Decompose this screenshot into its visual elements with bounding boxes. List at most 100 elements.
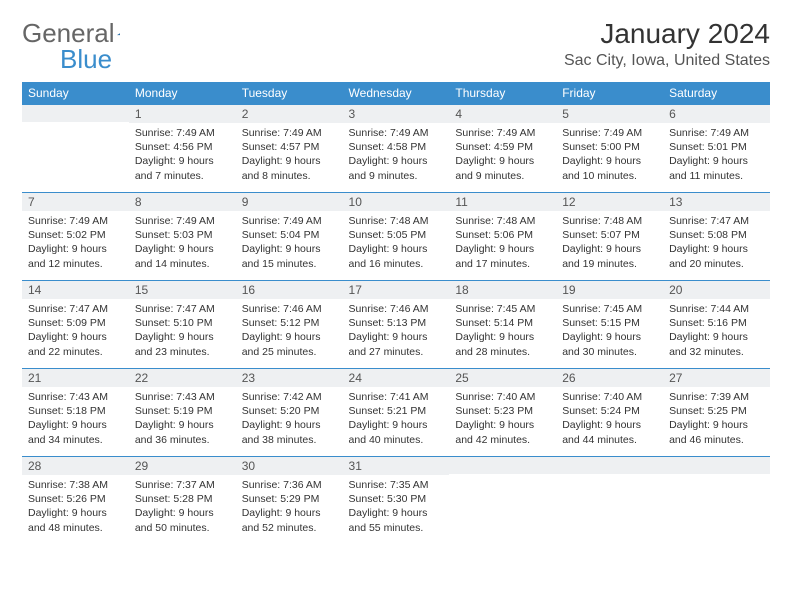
sunrise-text: Sunrise: 7:36 AM [242,478,337,492]
day-body: Sunrise: 7:40 AMSunset: 5:23 PMDaylight:… [449,387,556,453]
week-row: 1Sunrise: 7:49 AMSunset: 4:56 PMDaylight… [22,104,770,192]
sunset-text: Sunset: 5:03 PM [135,228,230,242]
header-row: Sunday Monday Tuesday Wednesday Thursday… [22,82,770,104]
daylight-text: Daylight: 9 hours and 17 minutes. [455,242,550,270]
day-number: 20 [663,280,770,299]
day-body: Sunrise: 7:49 AMSunset: 5:04 PMDaylight:… [236,211,343,277]
day-number [556,456,663,474]
day-cell: 12Sunrise: 7:48 AMSunset: 5:07 PMDayligh… [556,192,663,280]
daylight-text: Daylight: 9 hours and 12 minutes. [28,242,123,270]
col-sun: Sunday [22,82,129,104]
daylight-text: Daylight: 9 hours and 15 minutes. [242,242,337,270]
sunset-text: Sunset: 5:28 PM [135,492,230,506]
sunset-text: Sunset: 5:06 PM [455,228,550,242]
day-body: Sunrise: 7:46 AMSunset: 5:13 PMDaylight:… [343,299,450,365]
sunset-text: Sunset: 5:18 PM [28,404,123,418]
sunrise-text: Sunrise: 7:49 AM [349,126,444,140]
day-number: 19 [556,280,663,299]
sunrise-text: Sunrise: 7:49 AM [455,126,550,140]
sunset-text: Sunset: 5:26 PM [28,492,123,506]
day-number: 7 [22,192,129,211]
col-fri: Friday [556,82,663,104]
week-row: 21Sunrise: 7:43 AMSunset: 5:18 PMDayligh… [22,368,770,456]
day-cell: 28Sunrise: 7:38 AMSunset: 5:26 PMDayligh… [22,456,129,544]
day-number: 25 [449,368,556,387]
sunrise-text: Sunrise: 7:43 AM [28,390,123,404]
sunrise-text: Sunrise: 7:49 AM [135,214,230,228]
day-cell: 23Sunrise: 7:42 AMSunset: 5:20 PMDayligh… [236,368,343,456]
day-cell: 25Sunrise: 7:40 AMSunset: 5:23 PMDayligh… [449,368,556,456]
day-cell: 16Sunrise: 7:46 AMSunset: 5:12 PMDayligh… [236,280,343,368]
daylight-text: Daylight: 9 hours and 28 minutes. [455,330,550,358]
sunrise-text: Sunrise: 7:49 AM [669,126,764,140]
day-body: Sunrise: 7:36 AMSunset: 5:29 PMDaylight:… [236,475,343,541]
day-cell: 4Sunrise: 7:49 AMSunset: 4:59 PMDaylight… [449,104,556,192]
daylight-text: Daylight: 9 hours and 32 minutes. [669,330,764,358]
day-number: 26 [556,368,663,387]
col-tue: Tuesday [236,82,343,104]
sunset-text: Sunset: 5:25 PM [669,404,764,418]
sunset-text: Sunset: 4:56 PM [135,140,230,154]
daylight-text: Daylight: 9 hours and 55 minutes. [349,506,444,534]
day-cell: 17Sunrise: 7:46 AMSunset: 5:13 PMDayligh… [343,280,450,368]
day-number: 14 [22,280,129,299]
day-number: 5 [556,104,663,123]
day-number: 8 [129,192,236,211]
sunrise-text: Sunrise: 7:40 AM [455,390,550,404]
day-number: 17 [343,280,450,299]
sunrise-text: Sunrise: 7:46 AM [349,302,444,316]
sunrise-text: Sunrise: 7:39 AM [669,390,764,404]
daylight-text: Daylight: 9 hours and 25 minutes. [242,330,337,358]
day-number [22,104,129,122]
day-number: 4 [449,104,556,123]
sunrise-text: Sunrise: 7:47 AM [669,214,764,228]
day-body: Sunrise: 7:47 AMSunset: 5:10 PMDaylight:… [129,299,236,365]
day-cell: 9Sunrise: 7:49 AMSunset: 5:04 PMDaylight… [236,192,343,280]
calendar-table: Sunday Monday Tuesday Wednesday Thursday… [22,82,770,544]
daylight-text: Daylight: 9 hours and 34 minutes. [28,418,123,446]
sunset-text: Sunset: 5:15 PM [562,316,657,330]
logo-line2: Blue [26,44,112,75]
daylight-text: Daylight: 9 hours and 52 minutes. [242,506,337,534]
col-wed: Wednesday [343,82,450,104]
day-body: Sunrise: 7:48 AMSunset: 5:06 PMDaylight:… [449,211,556,277]
sunset-text: Sunset: 5:01 PM [669,140,764,154]
day-number: 6 [663,104,770,123]
day-cell: 18Sunrise: 7:45 AMSunset: 5:14 PMDayligh… [449,280,556,368]
daylight-text: Daylight: 9 hours and 50 minutes. [135,506,230,534]
day-number [663,456,770,474]
day-cell: 2Sunrise: 7:49 AMSunset: 4:57 PMDaylight… [236,104,343,192]
sunrise-text: Sunrise: 7:48 AM [455,214,550,228]
sunset-text: Sunset: 5:12 PM [242,316,337,330]
day-cell: 3Sunrise: 7:49 AMSunset: 4:58 PMDaylight… [343,104,450,192]
sunset-text: Sunset: 5:07 PM [562,228,657,242]
daylight-text: Daylight: 9 hours and 9 minutes. [455,154,550,182]
sunset-text: Sunset: 5:00 PM [562,140,657,154]
daylight-text: Daylight: 9 hours and 40 minutes. [349,418,444,446]
day-cell: 27Sunrise: 7:39 AMSunset: 5:25 PMDayligh… [663,368,770,456]
daylight-text: Daylight: 9 hours and 23 minutes. [135,330,230,358]
sunset-text: Sunset: 5:23 PM [455,404,550,418]
day-body: Sunrise: 7:42 AMSunset: 5:20 PMDaylight:… [236,387,343,453]
day-number: 24 [343,368,450,387]
daylight-text: Daylight: 9 hours and 19 minutes. [562,242,657,270]
sunrise-text: Sunrise: 7:48 AM [349,214,444,228]
sunrise-text: Sunrise: 7:43 AM [135,390,230,404]
day-number: 18 [449,280,556,299]
sunrise-text: Sunrise: 7:49 AM [562,126,657,140]
day-body: Sunrise: 7:49 AMSunset: 4:57 PMDaylight:… [236,123,343,189]
sunset-text: Sunset: 5:14 PM [455,316,550,330]
month-title: January 2024 [564,18,770,50]
daylight-text: Daylight: 9 hours and 16 minutes. [349,242,444,270]
day-body: Sunrise: 7:43 AMSunset: 5:18 PMDaylight:… [22,387,129,453]
sunset-text: Sunset: 5:16 PM [669,316,764,330]
day-body: Sunrise: 7:47 AMSunset: 5:09 PMDaylight:… [22,299,129,365]
day-body: Sunrise: 7:49 AMSunset: 5:01 PMDaylight:… [663,123,770,189]
sunrise-text: Sunrise: 7:49 AM [242,126,337,140]
daylight-text: Daylight: 9 hours and 14 minutes. [135,242,230,270]
day-number: 10 [343,192,450,211]
sunrise-text: Sunrise: 7:49 AM [242,214,337,228]
day-number: 15 [129,280,236,299]
sunset-text: Sunset: 4:57 PM [242,140,337,154]
sunset-text: Sunset: 5:21 PM [349,404,444,418]
